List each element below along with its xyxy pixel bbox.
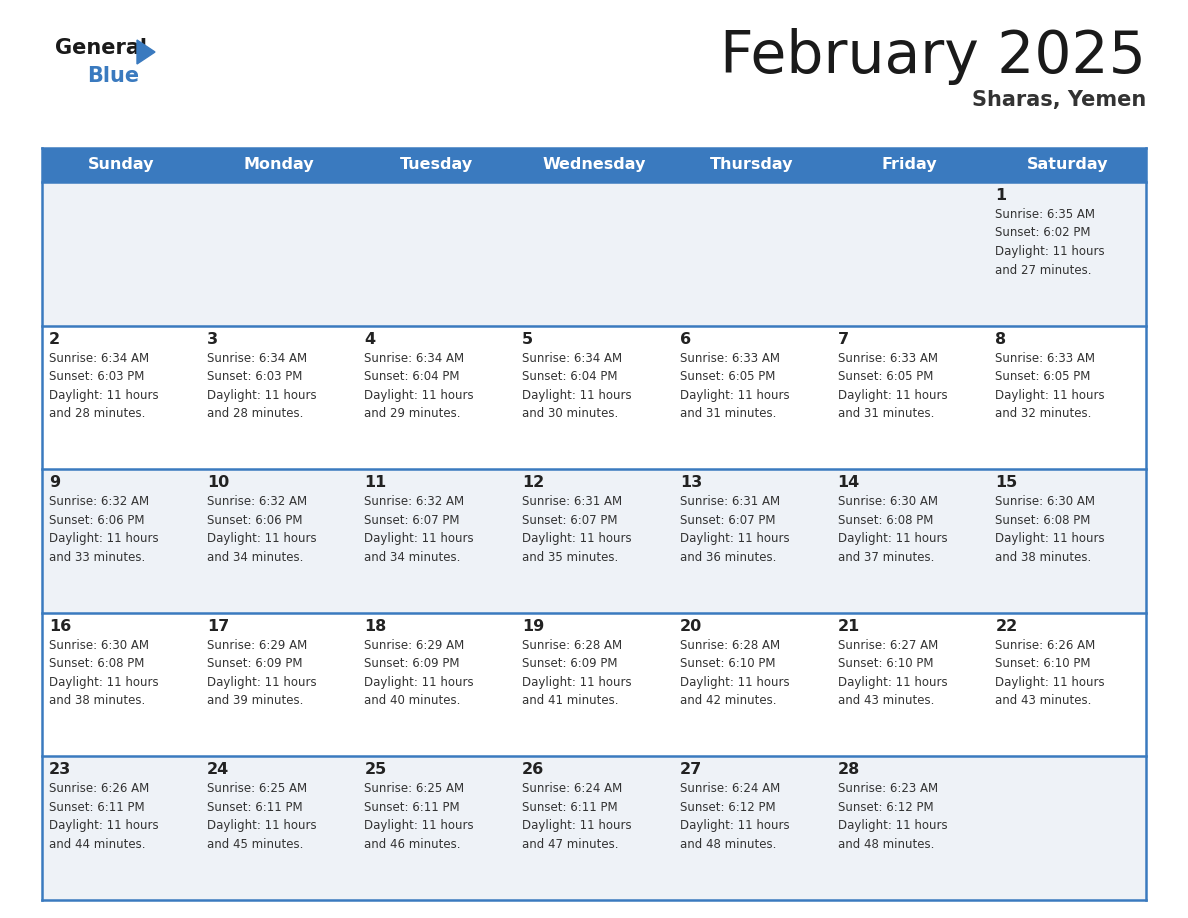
Text: 12: 12 <box>523 476 544 490</box>
Text: 8: 8 <box>996 331 1006 347</box>
Text: 7: 7 <box>838 331 848 347</box>
Text: 20: 20 <box>680 619 702 633</box>
Text: 1: 1 <box>996 188 1006 203</box>
Text: Tuesday: Tuesday <box>399 158 473 173</box>
Text: Sunrise: 6:29 AM
Sunset: 6:09 PM
Daylight: 11 hours
and 39 minutes.: Sunrise: 6:29 AM Sunset: 6:09 PM Dayligh… <box>207 639 316 707</box>
Text: 18: 18 <box>365 619 386 633</box>
Bar <box>42 469 1146 613</box>
Bar <box>42 756 1146 900</box>
Text: 13: 13 <box>680 476 702 490</box>
Text: General: General <box>55 38 147 58</box>
Text: Blue: Blue <box>87 66 139 86</box>
Text: Sunrise: 6:29 AM
Sunset: 6:09 PM
Daylight: 11 hours
and 40 minutes.: Sunrise: 6:29 AM Sunset: 6:09 PM Dayligh… <box>365 639 474 707</box>
Text: Sunrise: 6:25 AM
Sunset: 6:11 PM
Daylight: 11 hours
and 46 minutes.: Sunrise: 6:25 AM Sunset: 6:11 PM Dayligh… <box>365 782 474 851</box>
Text: 22: 22 <box>996 619 1018 633</box>
Text: Sunrise: 6:26 AM
Sunset: 6:10 PM
Daylight: 11 hours
and 43 minutes.: Sunrise: 6:26 AM Sunset: 6:10 PM Dayligh… <box>996 639 1105 707</box>
Text: 10: 10 <box>207 476 229 490</box>
Text: Sunrise: 6:30 AM
Sunset: 6:08 PM
Daylight: 11 hours
and 38 minutes.: Sunrise: 6:30 AM Sunset: 6:08 PM Dayligh… <box>996 495 1105 564</box>
Text: Sunrise: 6:31 AM
Sunset: 6:07 PM
Daylight: 11 hours
and 36 minutes.: Sunrise: 6:31 AM Sunset: 6:07 PM Dayligh… <box>680 495 790 564</box>
Polygon shape <box>137 40 154 64</box>
Text: Sunrise: 6:34 AM
Sunset: 6:04 PM
Daylight: 11 hours
and 29 minutes.: Sunrise: 6:34 AM Sunset: 6:04 PM Dayligh… <box>365 352 474 420</box>
Text: Sunrise: 6:34 AM
Sunset: 6:03 PM
Daylight: 11 hours
and 28 minutes.: Sunrise: 6:34 AM Sunset: 6:03 PM Dayligh… <box>49 352 159 420</box>
Text: Sunrise: 6:28 AM
Sunset: 6:10 PM
Daylight: 11 hours
and 42 minutes.: Sunrise: 6:28 AM Sunset: 6:10 PM Dayligh… <box>680 639 790 707</box>
Text: Wednesday: Wednesday <box>542 158 646 173</box>
Text: 3: 3 <box>207 331 217 347</box>
Text: Friday: Friday <box>881 158 937 173</box>
Text: 5: 5 <box>523 331 533 347</box>
Text: 11: 11 <box>365 476 386 490</box>
Text: Sunrise: 6:32 AM
Sunset: 6:07 PM
Daylight: 11 hours
and 34 minutes.: Sunrise: 6:32 AM Sunset: 6:07 PM Dayligh… <box>365 495 474 564</box>
Text: Sunrise: 6:24 AM
Sunset: 6:12 PM
Daylight: 11 hours
and 48 minutes.: Sunrise: 6:24 AM Sunset: 6:12 PM Dayligh… <box>680 782 790 851</box>
Text: Sunrise: 6:25 AM
Sunset: 6:11 PM
Daylight: 11 hours
and 45 minutes.: Sunrise: 6:25 AM Sunset: 6:11 PM Dayligh… <box>207 782 316 851</box>
Text: Monday: Monday <box>244 158 314 173</box>
Text: Sunrise: 6:24 AM
Sunset: 6:11 PM
Daylight: 11 hours
and 47 minutes.: Sunrise: 6:24 AM Sunset: 6:11 PM Dayligh… <box>523 782 632 851</box>
Text: Thursday: Thursday <box>710 158 794 173</box>
Text: 24: 24 <box>207 763 229 778</box>
Text: Sunrise: 6:32 AM
Sunset: 6:06 PM
Daylight: 11 hours
and 34 minutes.: Sunrise: 6:32 AM Sunset: 6:06 PM Dayligh… <box>207 495 316 564</box>
Text: 9: 9 <box>49 476 61 490</box>
Text: Sunrise: 6:34 AM
Sunset: 6:03 PM
Daylight: 11 hours
and 28 minutes.: Sunrise: 6:34 AM Sunset: 6:03 PM Dayligh… <box>207 352 316 420</box>
Text: 19: 19 <box>523 619 544 633</box>
Text: Sunrise: 6:32 AM
Sunset: 6:06 PM
Daylight: 11 hours
and 33 minutes.: Sunrise: 6:32 AM Sunset: 6:06 PM Dayligh… <box>49 495 159 564</box>
Text: Sharas, Yemen: Sharas, Yemen <box>972 90 1146 110</box>
Bar <box>42 613 1146 756</box>
Text: Sunrise: 6:23 AM
Sunset: 6:12 PM
Daylight: 11 hours
and 48 minutes.: Sunrise: 6:23 AM Sunset: 6:12 PM Dayligh… <box>838 782 947 851</box>
Text: 26: 26 <box>523 763 544 778</box>
Text: 6: 6 <box>680 331 691 347</box>
Text: Sunrise: 6:31 AM
Sunset: 6:07 PM
Daylight: 11 hours
and 35 minutes.: Sunrise: 6:31 AM Sunset: 6:07 PM Dayligh… <box>523 495 632 564</box>
Text: 14: 14 <box>838 476 860 490</box>
Text: Sunrise: 6:26 AM
Sunset: 6:11 PM
Daylight: 11 hours
and 44 minutes.: Sunrise: 6:26 AM Sunset: 6:11 PM Dayligh… <box>49 782 159 851</box>
Text: February 2025: February 2025 <box>720 28 1146 85</box>
Text: 23: 23 <box>49 763 71 778</box>
Text: 25: 25 <box>365 763 386 778</box>
Bar <box>42 182 1146 326</box>
Text: Sunday: Sunday <box>88 158 154 173</box>
Bar <box>42 148 1146 182</box>
Bar <box>42 326 1146 469</box>
Text: 28: 28 <box>838 763 860 778</box>
Text: 4: 4 <box>365 331 375 347</box>
Text: 17: 17 <box>207 619 229 633</box>
Text: 2: 2 <box>49 331 61 347</box>
Text: Sunrise: 6:33 AM
Sunset: 6:05 PM
Daylight: 11 hours
and 31 minutes.: Sunrise: 6:33 AM Sunset: 6:05 PM Dayligh… <box>680 352 790 420</box>
Text: Sunrise: 6:33 AM
Sunset: 6:05 PM
Daylight: 11 hours
and 32 minutes.: Sunrise: 6:33 AM Sunset: 6:05 PM Dayligh… <box>996 352 1105 420</box>
Text: Sunrise: 6:35 AM
Sunset: 6:02 PM
Daylight: 11 hours
and 27 minutes.: Sunrise: 6:35 AM Sunset: 6:02 PM Dayligh… <box>996 208 1105 276</box>
Text: 27: 27 <box>680 763 702 778</box>
Text: Sunrise: 6:30 AM
Sunset: 6:08 PM
Daylight: 11 hours
and 38 minutes.: Sunrise: 6:30 AM Sunset: 6:08 PM Dayligh… <box>49 639 159 707</box>
Text: 16: 16 <box>49 619 71 633</box>
Text: Sunrise: 6:34 AM
Sunset: 6:04 PM
Daylight: 11 hours
and 30 minutes.: Sunrise: 6:34 AM Sunset: 6:04 PM Dayligh… <box>523 352 632 420</box>
Text: Sunrise: 6:33 AM
Sunset: 6:05 PM
Daylight: 11 hours
and 31 minutes.: Sunrise: 6:33 AM Sunset: 6:05 PM Dayligh… <box>838 352 947 420</box>
Text: Sunrise: 6:28 AM
Sunset: 6:09 PM
Daylight: 11 hours
and 41 minutes.: Sunrise: 6:28 AM Sunset: 6:09 PM Dayligh… <box>523 639 632 707</box>
Text: 21: 21 <box>838 619 860 633</box>
Text: Sunrise: 6:27 AM
Sunset: 6:10 PM
Daylight: 11 hours
and 43 minutes.: Sunrise: 6:27 AM Sunset: 6:10 PM Dayligh… <box>838 639 947 707</box>
Text: Saturday: Saturday <box>1026 158 1108 173</box>
Text: Sunrise: 6:30 AM
Sunset: 6:08 PM
Daylight: 11 hours
and 37 minutes.: Sunrise: 6:30 AM Sunset: 6:08 PM Dayligh… <box>838 495 947 564</box>
Text: 15: 15 <box>996 476 1018 490</box>
